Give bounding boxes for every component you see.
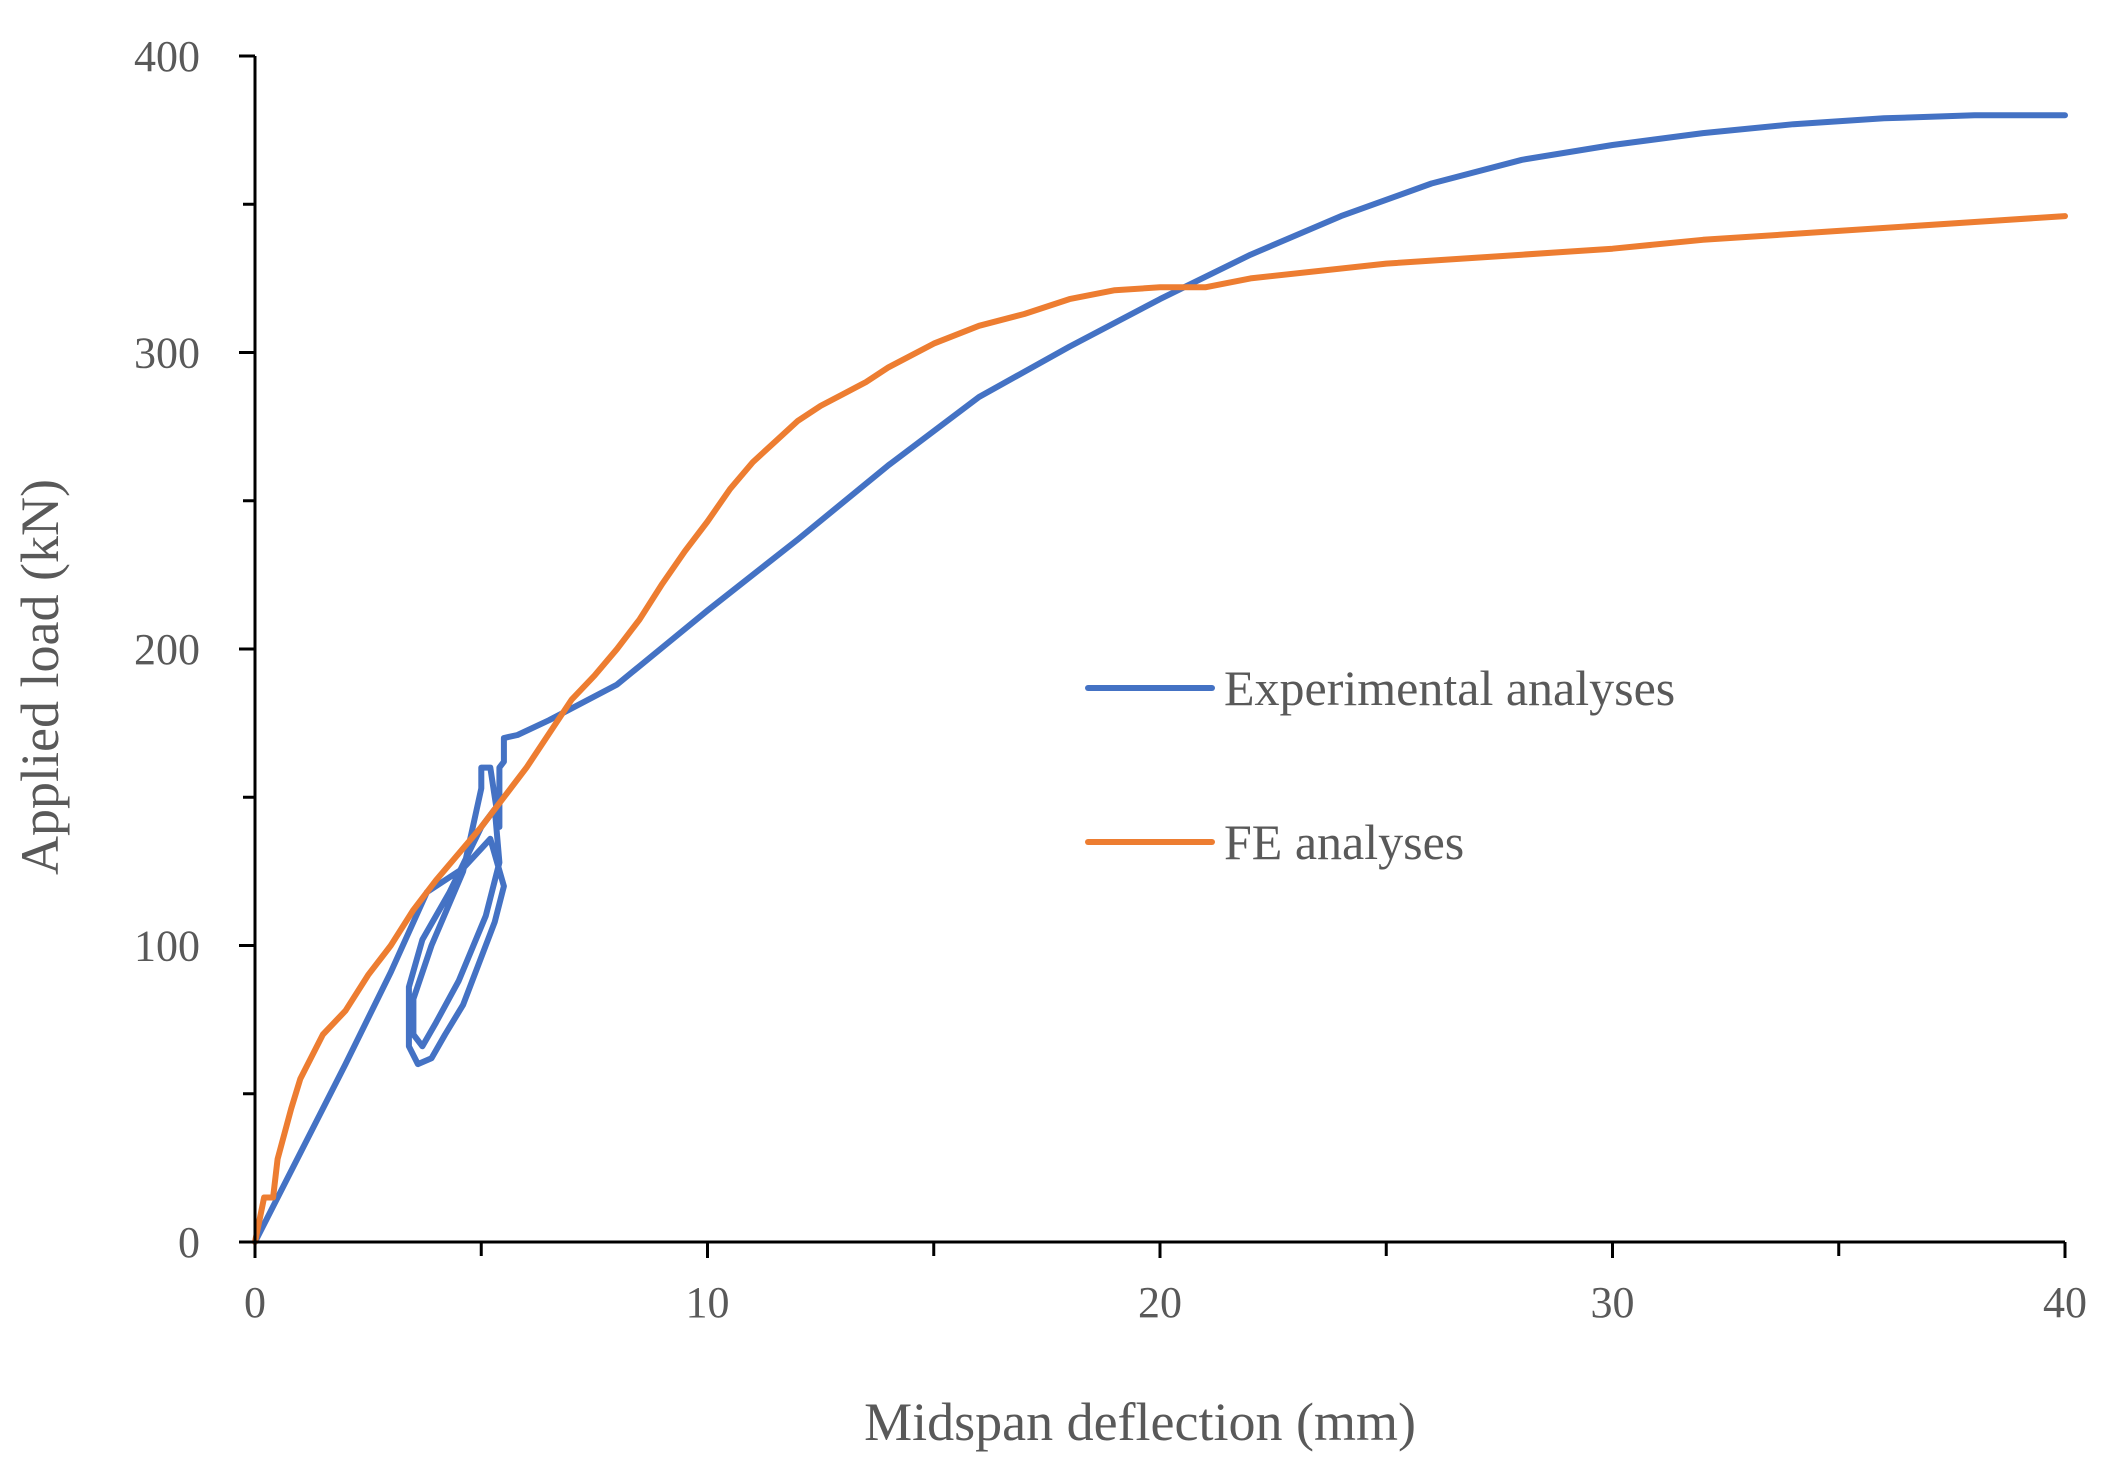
x-tick-label: 10 bbox=[686, 1278, 730, 1327]
y-axis-ticks: 0 100 200 300 400 bbox=[134, 32, 255, 1267]
y-tick-label: 200 bbox=[134, 625, 200, 674]
plot-area bbox=[252, 112, 2068, 1245]
x-axis-title: Midspan deflection (mm) bbox=[864, 1392, 1416, 1452]
y-tick-label: 400 bbox=[134, 32, 200, 81]
series-line-fe bbox=[252, 213, 2068, 1245]
x-axis-ticks: 0 10 20 30 40 bbox=[244, 1242, 2087, 1327]
x-tick-label: 20 bbox=[1138, 1278, 1182, 1327]
y-tick-label: 0 bbox=[178, 1218, 200, 1267]
y-axis-title: Applied load (kN) bbox=[10, 479, 70, 875]
series-line-experimental bbox=[252, 112, 2068, 1245]
legend: Experimental analyses FE analyses bbox=[1085, 660, 1675, 870]
y-tick-label: 300 bbox=[134, 329, 200, 378]
legend-label-fe: FE analyses bbox=[1224, 814, 1464, 870]
y-tick-label: 100 bbox=[134, 922, 200, 971]
x-tick-label: 40 bbox=[2043, 1278, 2087, 1327]
legend-label-experimental: Experimental analyses bbox=[1224, 660, 1675, 716]
x-tick-label: 30 bbox=[1591, 1278, 1635, 1327]
x-tick-label: 0 bbox=[244, 1278, 266, 1327]
